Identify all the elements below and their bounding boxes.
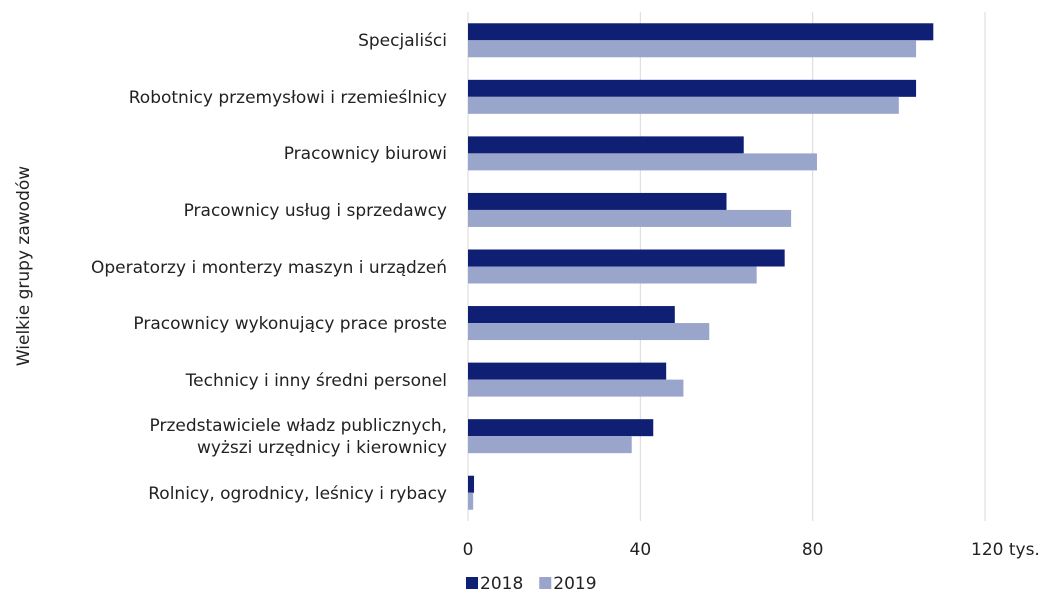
bar [468,362,667,380]
bar [468,209,792,227]
y-tick-label: Technicy i inny średni personel [185,370,447,391]
bar [468,419,654,437]
x-tick-label: 80 [802,540,824,560]
bar [468,79,917,97]
y-tick-label: Operatorzy i monterzy maszyn i urządzeń [90,257,447,278]
legend-label: 2018 [480,574,523,594]
y-tick-label: Robotnicy przemysłowi i rzemieślnicy [128,87,447,108]
y-tick-label: Przedstawiciele władz publicznych, wyższ… [149,416,448,459]
y-axis-label: Wielkie grupy zawodów [14,166,34,366]
bar [468,306,675,324]
legend-swatch [539,577,552,589]
y-tick-label: Pracownicy biurowi [283,144,447,165]
x-tick-label: 40 [630,540,652,560]
bar [468,249,785,267]
bar [468,192,727,210]
y-tick-label: Specjaliści [358,31,447,52]
legend-swatch [466,577,478,589]
bar [468,153,817,171]
bar [468,475,475,493]
bar [468,379,684,397]
bar [468,436,632,454]
bar [468,23,934,41]
bar [468,40,917,58]
bar [468,96,899,114]
x-tick-label: 120 tys. [971,540,1040,560]
y-tick-label: Pracownicy wykonujący prace proste [133,314,447,335]
bar [468,492,474,510]
y-tick-label: Pracownicy usług i sprzedawcy [183,200,447,221]
y-tick-label: Rolnicy, ogrodnicy, leśnicy i rybacy [148,483,447,504]
bar [468,266,757,284]
x-tick-label: 0 [463,540,474,560]
bar [468,136,744,154]
bar [468,323,710,341]
legend-label: 2019 [553,574,596,594]
